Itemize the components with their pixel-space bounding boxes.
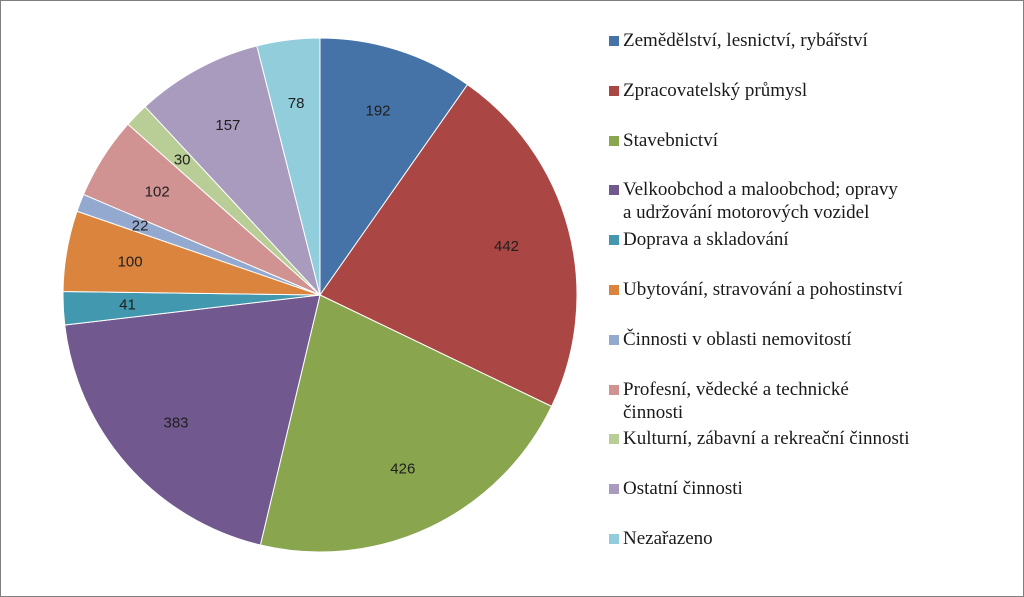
legend-swatch-9 (609, 484, 619, 495)
legend-swatch-2 (609, 135, 619, 146)
legend-item-0: Zemědělství, lesnictví, rybářství (609, 29, 868, 52)
legend-item-7: Profesní, vědecké a technické činnosti (609, 378, 849, 424)
legend-label-9: Ostatní činnosti (623, 478, 743, 500)
legend-label-5: Ubytování, stravování a pohostinství (623, 279, 903, 300)
data-label-6: 22 (132, 217, 149, 234)
legend-swatch-7 (609, 384, 619, 395)
legend-item-4: Doprava a skladování (609, 228, 789, 251)
data-label-5: 100 (118, 253, 143, 270)
legend-swatch-4 (609, 235, 619, 246)
legend-label-3: Velkoobchod a maloobchod; opravy a udržo… (623, 179, 898, 224)
legend-item-6: Činnosti v oblasti nemovitostí (609, 328, 852, 351)
legend-item-5: Ubytování, stravování a pohostinství (609, 278, 903, 301)
legend-swatch-10 (609, 534, 619, 544)
legend-item-2: Stavebnictví (609, 129, 718, 152)
pie-slice-0 (319, 37, 469, 297)
legend-label-2: Stavebnictví (623, 129, 718, 151)
legend-item-9: Ostatní činnosti (609, 477, 743, 500)
legend-swatch-6 (609, 334, 619, 345)
legend-swatch-0 (609, 36, 619, 46)
data-label-7: 102 (145, 183, 170, 200)
legend-label-1: Zpracovatelský průmysl (623, 79, 808, 101)
data-label-8: 30 (174, 152, 191, 169)
data-label-1: 442 (494, 238, 519, 255)
legend-swatch-3 (609, 185, 619, 196)
legend-label-7: Profesní, vědecké a technické činnosti (623, 378, 849, 423)
data-label-2: 426 (390, 461, 415, 478)
legend-item-10: Nezařazeno (609, 527, 713, 550)
data-label-0: 192 (365, 103, 390, 120)
data-label-4: 41 (119, 297, 136, 314)
legend-item-3: Velkoobchod a maloobchod; opravy a udržo… (609, 178, 898, 224)
data-label-10: 78 (288, 95, 305, 112)
legend-swatch-5 (609, 285, 619, 295)
legend-label-6: Činnosti v oblasti nemovitostí (623, 328, 852, 350)
data-label-3: 383 (163, 415, 188, 432)
pie-slice-2 (259, 294, 553, 553)
pie-slice-9 (144, 45, 321, 296)
pie-slice-1 (319, 83, 578, 408)
legend-label-8: Kulturní, zábavní a rekreační činnosti (623, 428, 910, 450)
data-label-9: 157 (215, 117, 240, 134)
legend-label-4: Doprava a skladování (623, 229, 789, 251)
legend-item-8: Kulturní, zábavní a rekreační činnosti (609, 427, 909, 450)
legend-swatch-1 (609, 85, 619, 96)
legend-label-10: Nezařazeno (623, 528, 713, 549)
legend-swatch-8 (609, 434, 619, 445)
pie-slice-10 (256, 37, 321, 296)
legend-label-0: Zemědělství, lesnictví, rybářství (623, 30, 868, 51)
legend-item-1: Zpracovatelský průmysl (609, 79, 807, 102)
pie-slice-3 (64, 294, 321, 546)
